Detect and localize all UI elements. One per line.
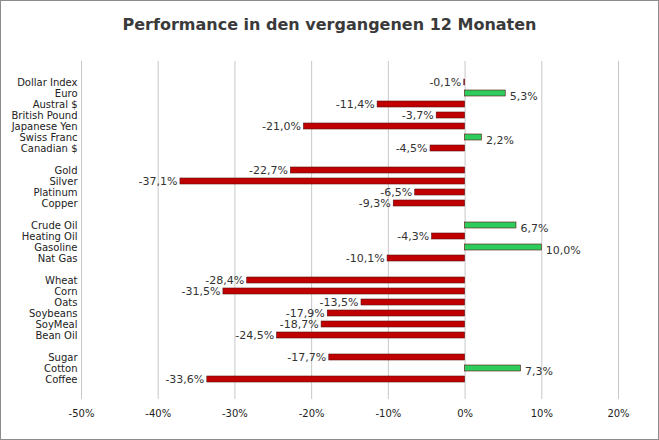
svg-text:Canadian $: Canadian $ [21, 143, 78, 154]
svg-text:-40%: -40% [145, 408, 171, 419]
svg-text:-22,7%: -22,7% [249, 164, 288, 177]
svg-text:Silver: Silver [49, 176, 78, 187]
svg-text:Nat Gas: Nat Gas [38, 253, 78, 264]
svg-text:Gasoline: Gasoline [34, 242, 77, 253]
svg-text:Euro: Euro [55, 88, 78, 99]
svg-text:20%: 20% [607, 408, 629, 419]
svg-text:-10,1%: -10,1% [346, 252, 385, 265]
svg-text:-17,9%: -17,9% [285, 307, 325, 320]
html-text:Performance in den vergangenen: Performance in den vergangenen 12 Monate… [122, 15, 537, 34]
svg-text:-21,0%: -21,0% [262, 120, 301, 133]
svg-text:Crude Oil: Crude Oil [31, 220, 78, 231]
svg-text:-37,1%: -37,1% [139, 175, 178, 188]
svg-text:0%: 0% [457, 408, 473, 419]
svg-text:-3,7%: -3,7% [402, 109, 434, 122]
svg-text:-33,6%: -33,6% [165, 373, 204, 386]
svg-text:-0,1%: -0,1% [429, 76, 461, 89]
svg-text:SoyMeal: SoyMeal [35, 319, 77, 330]
svg-text:-9,3%: -9,3% [359, 197, 391, 210]
svg-text:2,2%: 2,2% [486, 134, 514, 147]
svg-text:Copper: Copper [41, 198, 78, 209]
svg-text:British Pound: British Pound [12, 110, 78, 121]
svg-text:Gold: Gold [55, 165, 78, 176]
svg-text:-24,5%: -24,5% [235, 329, 274, 342]
svg-text:Dollar Index: Dollar Index [17, 77, 77, 88]
svg-text:-13,5%: -13,5% [320, 296, 359, 309]
svg-text:-50%: -50% [69, 408, 95, 419]
svg-text:-17,7%: -17,7% [287, 351, 326, 364]
svg-text:Heating Oil: Heating Oil [22, 231, 78, 242]
svg-text:-31,5%: -31,5% [181, 285, 220, 298]
svg-text:10,0%: 10,0% [546, 244, 581, 257]
svg-text:Cotton: Cotton [44, 363, 77, 374]
svg-text:Oats: Oats [54, 297, 77, 308]
svg-text:-20%: -20% [299, 408, 325, 419]
svg-text:Coffee: Coffee [45, 374, 77, 385]
svg-text:-6,5%: -6,5% [380, 186, 413, 199]
svg-text:-11,4%: -11,4% [336, 98, 375, 111]
svg-text:-30%: -30% [222, 408, 248, 419]
svg-text:10%: 10% [531, 408, 553, 419]
svg-text:Japanese Yen: Japanese Yen [11, 121, 78, 132]
svg-text:-4,5%: -4,5% [396, 142, 428, 155]
svg-text:-28,4%: -28,4% [205, 274, 245, 287]
svg-text:6,7%: 6,7% [520, 222, 548, 235]
svg-text:5,3%: 5,3% [510, 90, 538, 103]
svg-text:Corn: Corn [54, 286, 77, 297]
svg-text:Bean Oil: Bean Oil [35, 330, 77, 341]
svg-text:Soybeans: Soybeans [29, 308, 78, 319]
svg-text:-18,7%: -18,7% [280, 318, 319, 331]
svg-text:Swiss Franc: Swiss Franc [19, 132, 77, 143]
svg-text:Wheat: Wheat [45, 275, 78, 286]
svg-text:7,3%: 7,3% [525, 365, 553, 378]
svg-text:-4,3%: -4,3% [397, 230, 429, 243]
svg-text:Platinum: Platinum [33, 187, 77, 198]
svg-text:Austral $: Austral $ [33, 99, 78, 110]
svg-text:Sugar: Sugar [48, 352, 78, 363]
svg-text:-10%: -10% [375, 408, 401, 419]
